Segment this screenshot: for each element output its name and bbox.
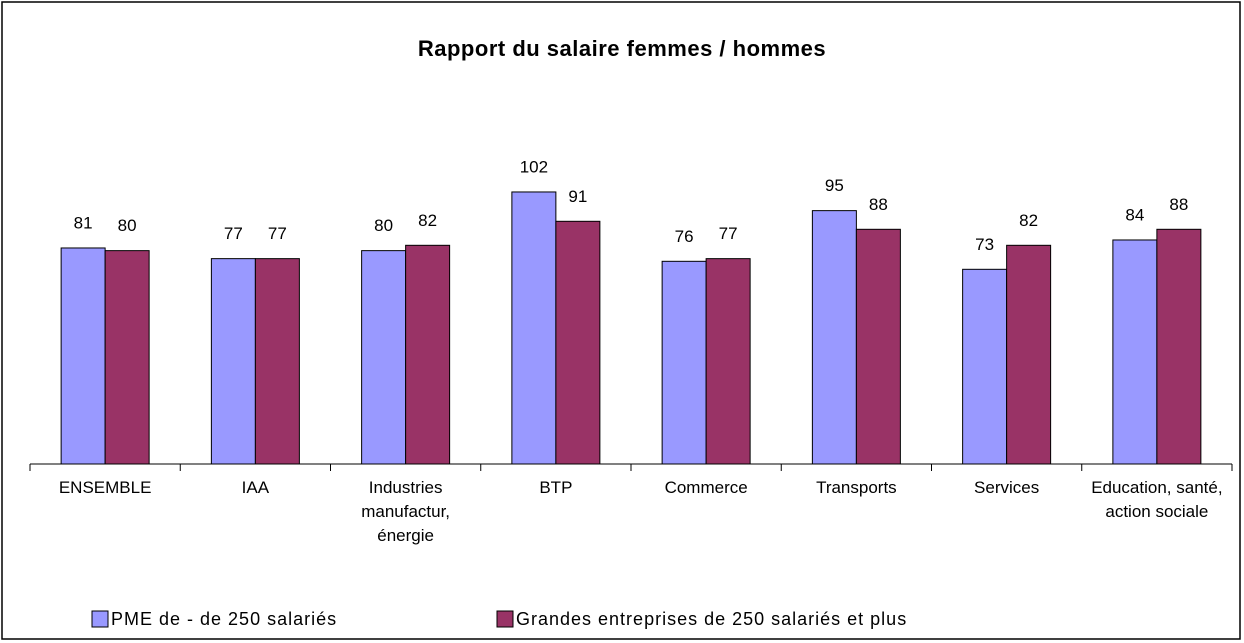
data-label: 84 xyxy=(1125,205,1144,224)
bar xyxy=(811,210,857,465)
legend-swatch xyxy=(496,610,514,628)
legend-label: PME de - de 250 salariés xyxy=(111,609,337,629)
x-tick-label: BTP xyxy=(539,478,573,497)
x-tick-label: Services xyxy=(974,478,1040,497)
data-label: 76 xyxy=(675,227,694,246)
bar xyxy=(555,220,601,465)
data-label: 77 xyxy=(719,224,738,243)
data-label: 80 xyxy=(118,216,137,235)
legend-label: Grandes entreprises de 250 salariés et p… xyxy=(516,609,907,629)
bar xyxy=(855,228,901,465)
data-label: 73 xyxy=(975,235,994,254)
x-tick-label: Transports xyxy=(816,478,897,497)
x-tick-label: Industries manufactur, énergie xyxy=(361,478,451,545)
bar xyxy=(1156,228,1202,465)
bar xyxy=(104,250,150,465)
bar xyxy=(1006,244,1052,465)
data-label: 81 xyxy=(74,213,93,232)
bar xyxy=(210,258,256,465)
data-label: 82 xyxy=(1019,211,1038,230)
chart-title: Rapport du salaire femmes / hommes xyxy=(418,36,826,61)
bar xyxy=(705,258,751,465)
data-label: 88 xyxy=(869,195,888,214)
data-label: 77 xyxy=(224,224,243,243)
bar xyxy=(1112,239,1158,465)
data-label: 102 xyxy=(520,157,548,176)
bar xyxy=(254,258,300,465)
bar xyxy=(405,244,451,465)
bar xyxy=(361,250,407,465)
legend-swatch xyxy=(91,610,109,628)
x-tick-label: Education, santé, action sociale xyxy=(1091,478,1223,521)
data-label: 91 xyxy=(568,187,587,206)
x-tick-label: IAA xyxy=(241,478,270,497)
bar xyxy=(661,260,707,465)
data-label: 77 xyxy=(268,224,287,243)
x-tick-label: Commerce xyxy=(664,478,748,497)
bar xyxy=(60,247,106,465)
data-label: 80 xyxy=(374,216,393,235)
data-label: 82 xyxy=(418,211,437,230)
x-tick-label: ENSEMBLE xyxy=(58,478,152,497)
data-label: 88 xyxy=(1169,195,1188,214)
data-label: 95 xyxy=(825,176,844,195)
bar xyxy=(962,268,1008,465)
bar xyxy=(511,191,557,465)
